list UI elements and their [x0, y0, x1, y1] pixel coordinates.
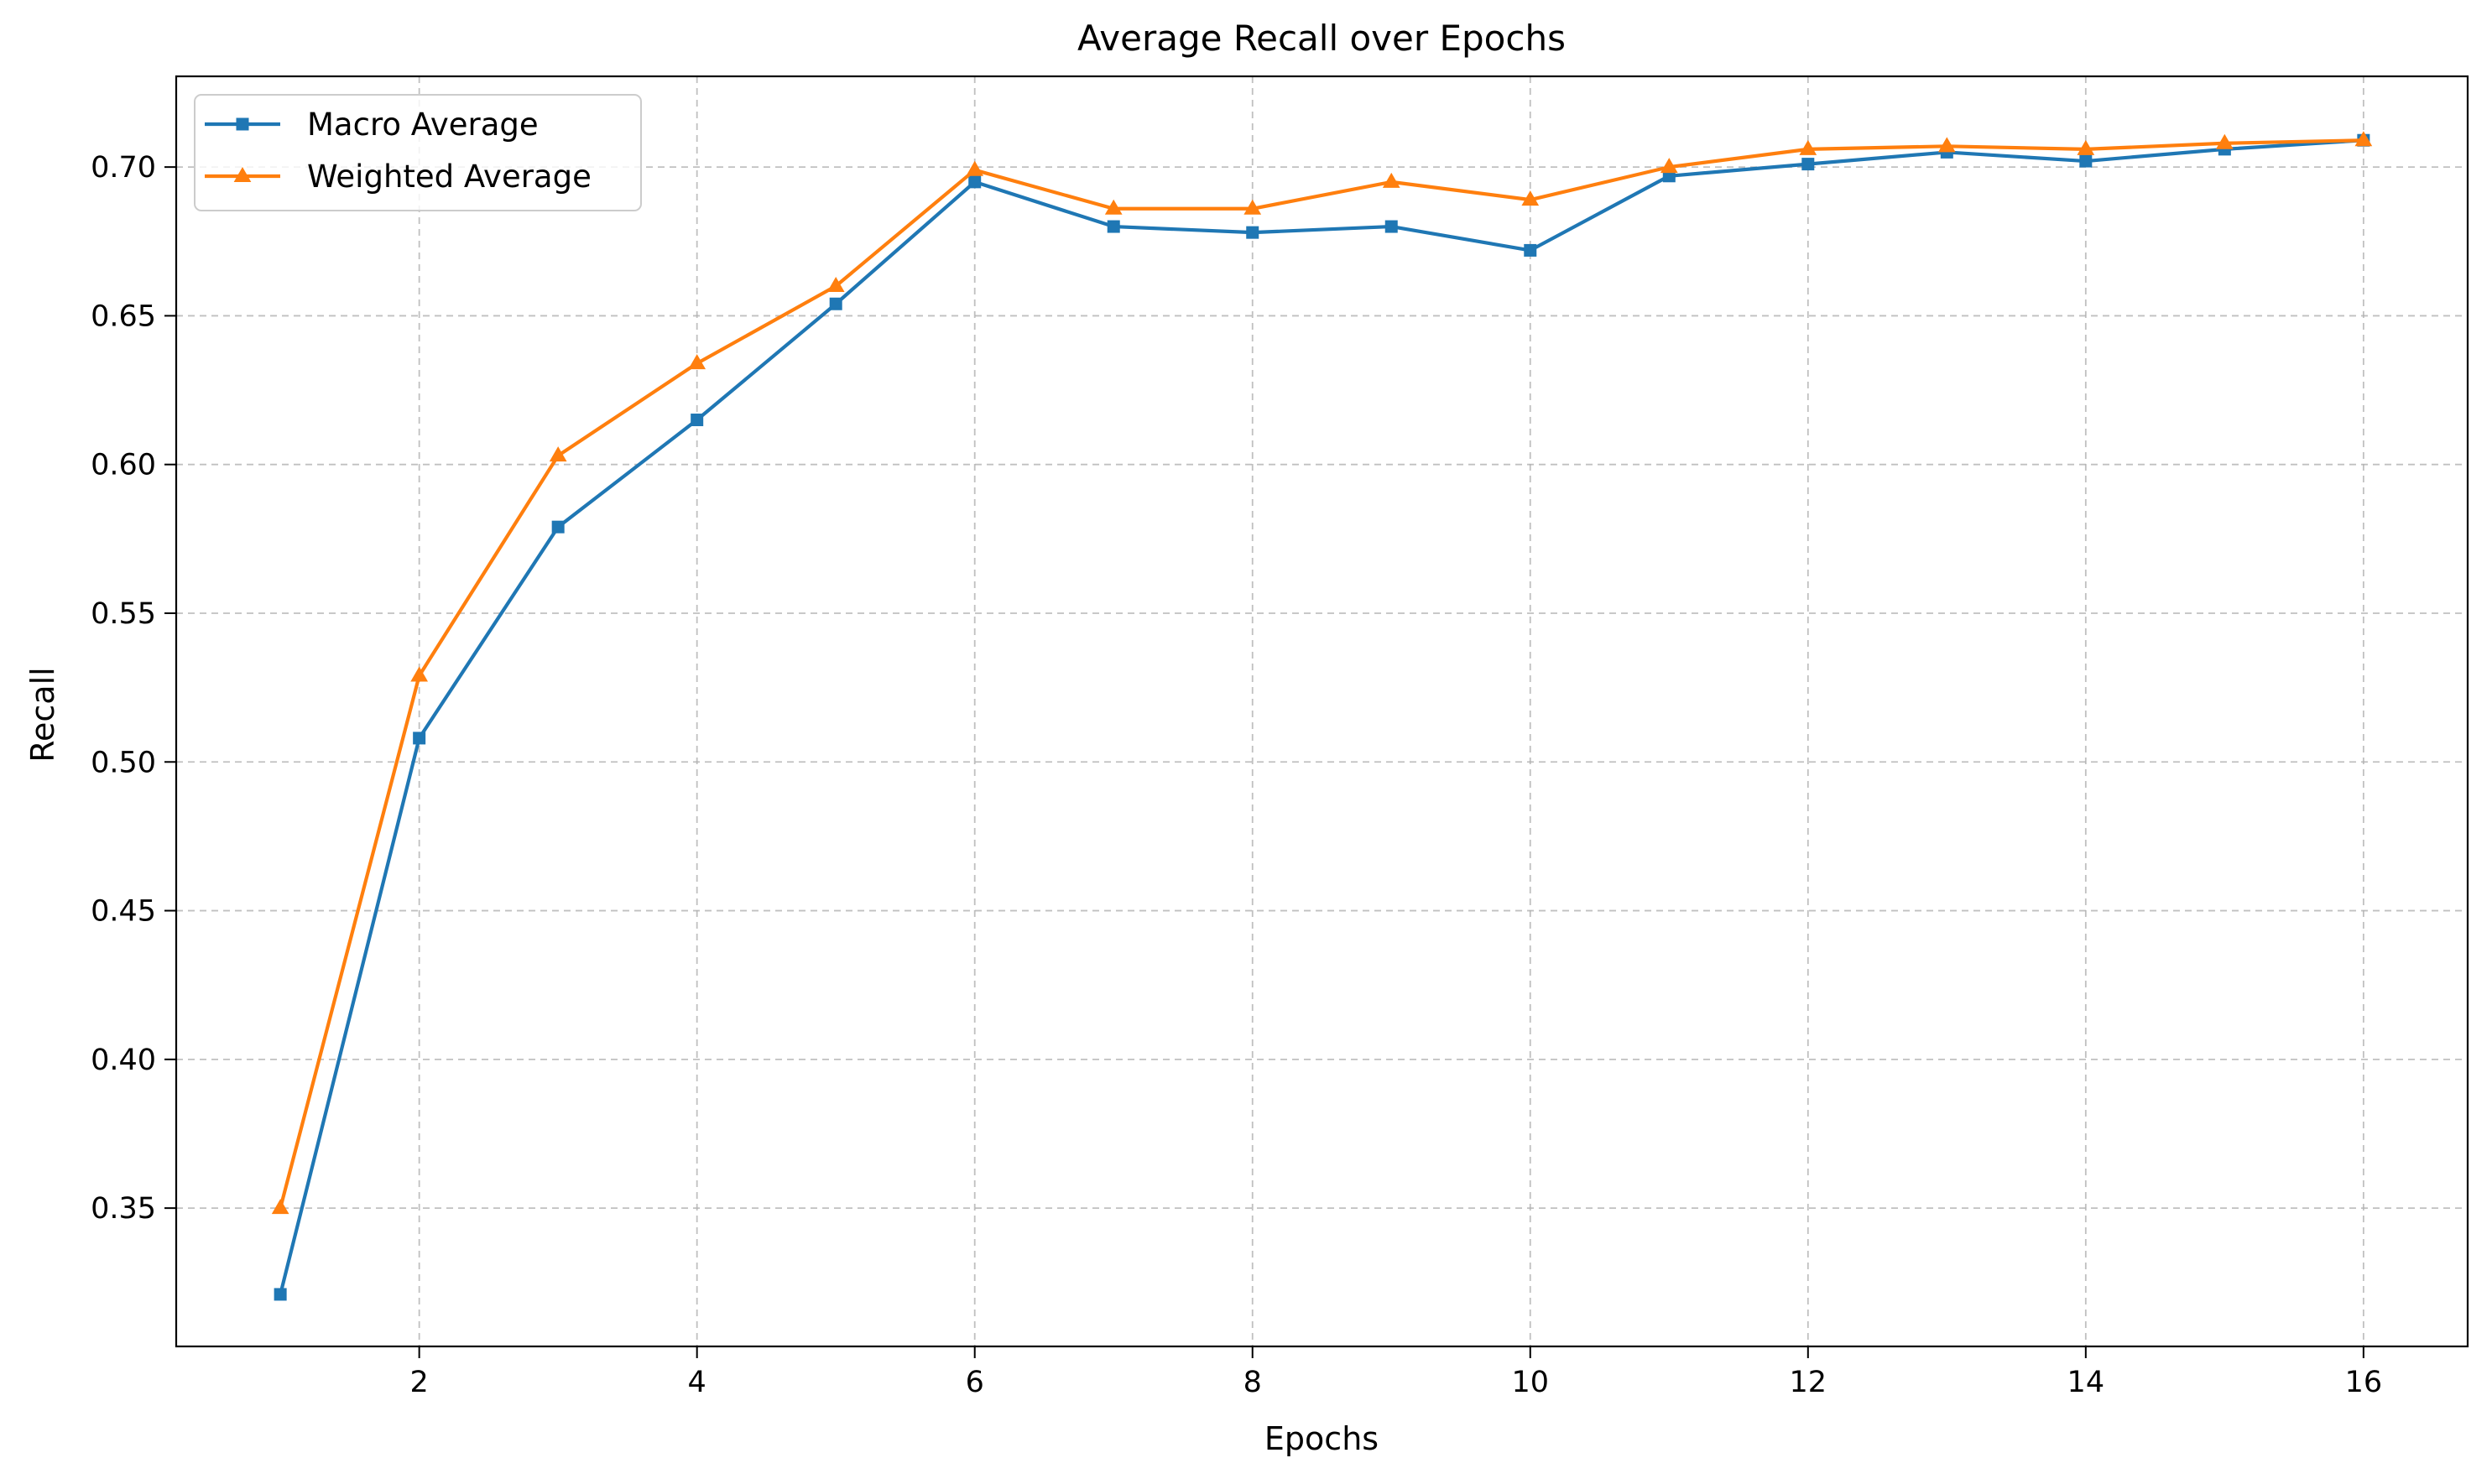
x-tick-label: 8 [1243, 1366, 1262, 1399]
y-tick-label: 0.40 [91, 1044, 156, 1077]
data-point [1382, 172, 1400, 188]
legend-label: Macro Average [307, 107, 539, 143]
y-tick-label: 0.60 [91, 449, 156, 482]
data-point [826, 276, 845, 292]
data-point [271, 1199, 289, 1215]
x-tick-label: 6 [966, 1366, 984, 1399]
y-axis-label: Recall [24, 667, 61, 762]
series-macro-average [274, 133, 2370, 1301]
data-point [2077, 139, 2095, 155]
plot-frame [175, 75, 2469, 1348]
y-tick-label: 0.45 [91, 895, 156, 929]
y-tick-label: 0.35 [91, 1192, 156, 1226]
data-point [1107, 220, 1120, 233]
x-tick-label: 2 [410, 1366, 429, 1399]
series-line [279, 138, 2365, 1297]
data-point [1660, 158, 1678, 174]
data-point [274, 1288, 287, 1301]
legend-marker [233, 166, 252, 182]
data-point [551, 520, 565, 534]
data-point [1246, 226, 1259, 239]
x-tick-label: 12 [1790, 1366, 1827, 1399]
legend-entry: Weighted Average [205, 159, 592, 195]
series-weighted-average [271, 131, 2373, 1215]
data-point [1104, 199, 1123, 215]
data-point [691, 414, 704, 427]
x-tick-label: 4 [688, 1366, 706, 1399]
y-axis: 0.35 0.40 0.45 0.50 0.55 0.60 0.65 0.70 [91, 151, 176, 1226]
data-point [410, 666, 429, 682]
y-tick-label: 0.70 [91, 151, 156, 185]
legend: Macro Average Weighted Average [194, 94, 642, 211]
data-point [549, 446, 567, 462]
data-point [1801, 158, 1815, 171]
data-point [688, 354, 706, 370]
legend-entries: Macro Average Weighted Average [205, 107, 592, 195]
x-axis-label: Epochs [1264, 1420, 1379, 1457]
y-tick-label: 0.50 [91, 746, 156, 779]
legend-entry: Macro Average [205, 107, 539, 143]
x-tick-label: 10 [1511, 1366, 1549, 1399]
data-point [1524, 243, 1537, 257]
data-point [1799, 139, 1817, 155]
data-point [2079, 154, 2093, 168]
legend-label: Weighted Average [307, 159, 592, 195]
series-line [279, 138, 2365, 1211]
data-point [1384, 220, 1398, 233]
x-tick-label: 16 [2345, 1366, 2383, 1399]
data-point [1521, 190, 1540, 206]
y-tick-label: 0.65 [91, 299, 156, 333]
x-axis: 2 4 6 8 10 12 14 16 [410, 1346, 2383, 1399]
data-point [829, 297, 842, 310]
series-layer [271, 131, 2373, 1301]
data-point [968, 175, 982, 189]
chart-title: Average Recall over Epochs [1077, 18, 1566, 59]
data-point [2354, 131, 2373, 147]
data-point [2215, 133, 2234, 149]
grid-lines [176, 76, 2468, 1346]
data-point [1937, 137, 1956, 153]
legend-marker [236, 117, 249, 131]
data-point [413, 732, 426, 745]
data-point [1243, 199, 1262, 215]
x-tick-label: 14 [2067, 1366, 2105, 1399]
data-point [966, 160, 984, 176]
y-tick-label: 0.55 [91, 597, 156, 631]
legend-frame [194, 94, 642, 211]
